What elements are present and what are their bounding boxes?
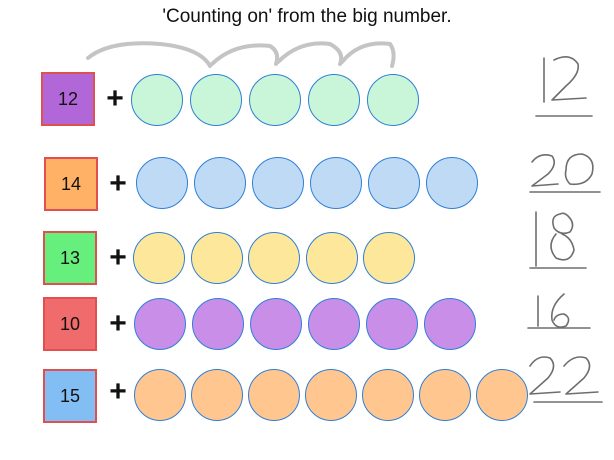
start-number-box: 10	[43, 297, 97, 351]
counter-circle	[308, 298, 360, 350]
handwritten-answer	[535, 56, 593, 117]
start-number-box: 15	[43, 369, 97, 423]
hop-arc	[276, 41, 344, 66]
counter-circle	[134, 298, 186, 350]
worksheet-title: 'Counting on' from the big number.	[162, 6, 452, 27]
counter-circle	[308, 74, 360, 126]
plus-sign: +	[109, 167, 127, 200]
counter-circle	[192, 298, 244, 350]
counter-circle	[248, 232, 300, 284]
counter-circle	[419, 369, 471, 421]
counter-circle	[252, 157, 304, 209]
counter-circle	[368, 157, 420, 209]
plus-sign: +	[109, 241, 127, 274]
counter-circle	[191, 369, 243, 421]
counter-circle	[131, 74, 183, 126]
counter-circle	[134, 369, 186, 421]
counter-circle	[426, 157, 478, 209]
plus-sign: +	[109, 307, 127, 340]
start-number-box: 12	[41, 72, 95, 126]
counter-circle	[367, 74, 419, 126]
counter-circle	[305, 369, 357, 421]
handwritten-answer	[529, 356, 603, 403]
counter-circle	[190, 74, 242, 126]
hop-arc	[86, 41, 212, 68]
counter-circle	[248, 369, 300, 421]
counter-circle	[136, 157, 188, 209]
handwritten-answer	[529, 153, 601, 193]
counter-circle	[305, 232, 358, 284]
plus-sign: +	[106, 82, 124, 115]
counter-circle	[190, 232, 243, 284]
start-number-box: 14	[44, 157, 98, 211]
handwritten-answer	[529, 211, 587, 269]
counter-circle	[362, 369, 414, 421]
start-number-box: 13	[43, 231, 97, 285]
counter-circle	[476, 369, 528, 421]
counter-circle	[363, 232, 415, 284]
counter-circle	[194, 157, 246, 209]
counter-circle	[133, 232, 185, 284]
plus-sign: +	[109, 375, 127, 408]
counter-circle	[366, 298, 418, 350]
counter-circle	[250, 298, 302, 350]
counter-circle	[424, 298, 476, 350]
hop-arc	[210, 43, 280, 66]
handwritten-answer	[527, 293, 591, 329]
counter-circle	[249, 74, 301, 126]
counter-circle	[310, 157, 362, 209]
hop-arc	[340, 41, 396, 68]
